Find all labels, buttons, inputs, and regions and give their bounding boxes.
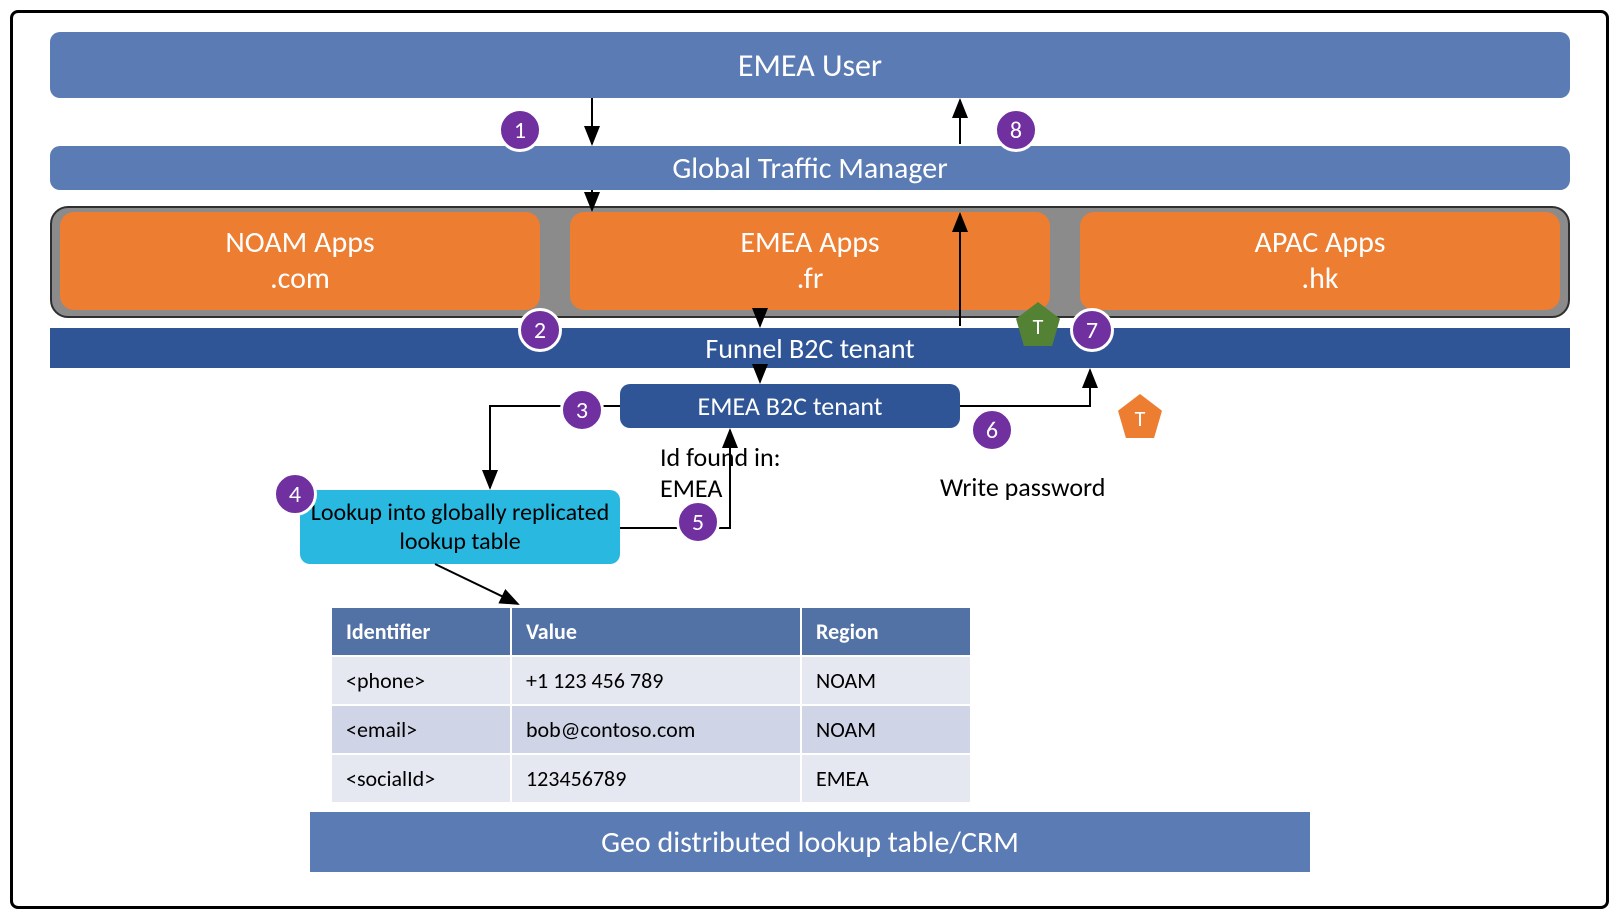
bar-emea-user-label: EMEA User [738,46,882,85]
step-badge-5-num: 5 [692,508,704,537]
step-badge-3-num: 3 [576,396,588,425]
table-cell: NOAM [801,705,971,754]
step-badge-8: 8 [994,108,1038,152]
step-badge-5: 5 [676,500,720,544]
bar-gtm-label: Global Traffic Manager [672,150,947,187]
table-header-row: Identifier Value Region [331,607,971,656]
token-orange-label: T [1135,405,1146,432]
token-green-label: T [1033,313,1044,340]
box-emea-b2c-label: EMEA B2C tenant [698,390,883,422]
annotation-write-password: Write password [940,472,1105,503]
bar-geo-distributed: Geo distributed lookup table/CRM [310,812,1310,872]
step-badge-8-num: 8 [1010,116,1022,145]
table-cell: <socialId> [331,754,511,803]
bar-global-traffic-manager: Global Traffic Manager [50,146,1570,190]
app-card-noam: NOAM Apps .com [60,212,540,310]
table-cell: +1 123 456 789 [511,656,801,705]
table-cell: NOAM [801,656,971,705]
app-noam-title: NOAM Apps [225,225,374,261]
bar-funnel-b2c-tenant: Funnel B2C tenant [50,328,1570,368]
box-lookup-table: Lookup into globally replicated lookup t… [300,490,620,564]
table-col-value: Value [511,607,801,656]
app-emea-title: EMEA Apps [740,225,879,261]
table-row: <phone> +1 123 456 789 NOAM [331,656,971,705]
app-apac-title: APAC Apps [1254,225,1385,261]
step-badge-6-num: 6 [986,416,998,445]
step-badge-7: 7 [1070,308,1114,352]
step-badge-1-num: 1 [514,116,526,145]
step-badge-1: 1 [498,108,542,152]
app-emea-domain: .fr [797,261,824,297]
table-col-region: Region [801,607,971,656]
annotation-write-pw-text: Write password [940,471,1105,503]
table-cell: <phone> [331,656,511,705]
table-row: <socialId> 123456789 EMEA [331,754,971,803]
step-badge-6: 6 [970,408,1014,452]
app-noam-domain: .com [270,261,330,297]
annotation-id-found-line2: EMEA [660,472,722,504]
table-cell: <email> [331,705,511,754]
diagram-canvas: EMEA User Global Traffic Manager NOAM Ap… [0,0,1619,919]
app-card-emea: EMEA Apps .fr [570,212,1050,310]
bar-emea-user: EMEA User [50,32,1570,98]
bar-geo-label: Geo distributed lookup table/CRM [601,824,1019,861]
bar-funnel-label: Funnel B2C tenant [705,331,914,366]
step-badge-4: 4 [273,472,317,516]
table-cell: EMEA [801,754,971,803]
table-row: <email> bob@contoso.com NOAM [331,705,971,754]
app-card-apac: APAC Apps .hk [1080,212,1560,310]
step-badge-3: 3 [560,388,604,432]
app-apac-domain: .hk [1302,261,1339,297]
step-badge-4-num: 4 [289,480,301,509]
table-cell: bob@contoso.com [511,705,801,754]
annotation-id-found: Id found in: EMEA [660,442,781,504]
table-col-identifier: Identifier [331,607,511,656]
box-emea-b2c-tenant: EMEA B2C tenant [620,384,960,428]
step-badge-2-num: 2 [534,316,546,345]
step-badge-2: 2 [518,308,562,352]
table-cell: 123456789 [511,754,801,803]
annotation-id-found-line1: Id found in: [660,441,781,473]
step-badge-7-num: 7 [1086,316,1098,345]
box-lookup-label: Lookup into globally replicated lookup t… [300,498,620,556]
lookup-table: Identifier Value Region <phone> +1 123 4… [330,606,972,804]
